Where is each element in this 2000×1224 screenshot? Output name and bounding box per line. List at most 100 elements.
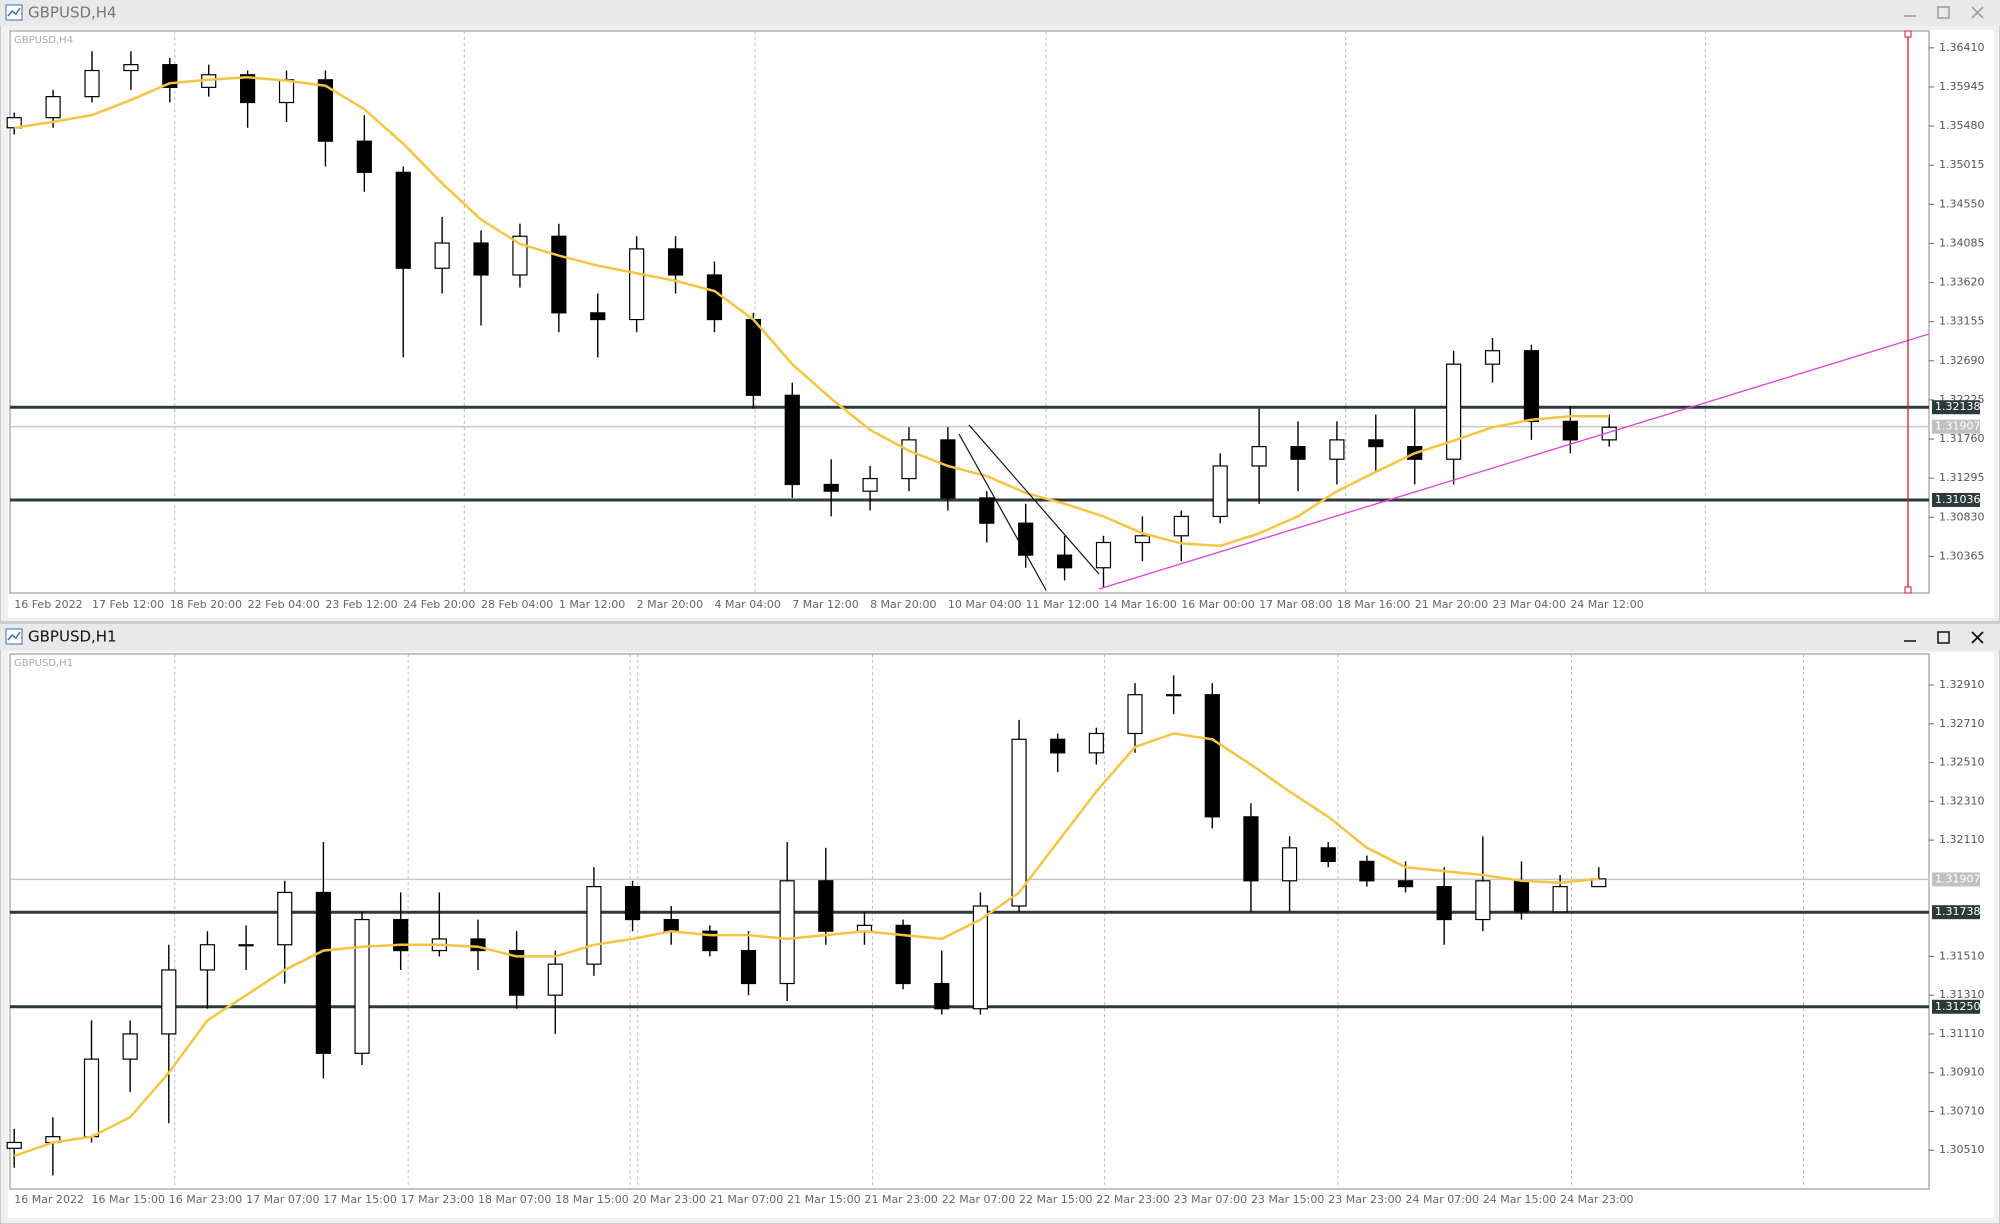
y-tick-label: 1.32310 (1939, 794, 1985, 807)
y-tick-label: 1.33620 (1939, 276, 1985, 289)
x-tick-label: 2 Mar 20:00 (637, 598, 703, 611)
candle-body (586, 886, 602, 965)
x-tick-label: 17 Mar 07:00 (246, 1193, 319, 1206)
candle-body (1281, 847, 1298, 882)
candle-body (393, 918, 409, 952)
candle-body (83, 1058, 100, 1138)
close-button[interactable] (1971, 6, 1984, 19)
candle-body (1601, 426, 1617, 441)
candle-body (395, 171, 411, 269)
candle-body (123, 64, 139, 72)
bid-label-box (1932, 419, 1980, 434)
candle-body (1290, 446, 1306, 460)
candle-body (901, 439, 917, 480)
x-tick-label: 23 Mar 07:00 (1174, 1193, 1247, 1206)
window-title: GBPUSD,H1 (28, 628, 117, 646)
y-tick-label: 1.32110 (1939, 833, 1985, 846)
x-tick-label: 24 Mar 12:00 (1570, 598, 1643, 611)
maximize-button[interactable] (1937, 631, 1950, 644)
x-tick-label: 22 Mar 15:00 (1019, 1193, 1092, 1206)
x-tick-label: 17 Mar 08:00 (1259, 598, 1332, 611)
x-tick-label: 21 Mar 07:00 (710, 1193, 783, 1206)
candle-body (624, 886, 641, 921)
x-tick-label: 21 Mar 20:00 (1415, 598, 1488, 611)
x-tick-label: 28 Feb 04:00 (481, 598, 553, 611)
candle-body (1397, 880, 1414, 888)
level-label: 1.32138 (1935, 400, 1981, 413)
candle-body (84, 69, 100, 98)
candle-body (547, 963, 563, 996)
x-tick-label: 22 Mar 23:00 (1096, 1193, 1169, 1206)
y-tick-label: 1.30710 (1939, 1104, 1985, 1117)
channel-line (968, 424, 1100, 575)
candle-body (940, 439, 956, 499)
maximize-button[interactable] (1937, 6, 1950, 19)
candle-body (934, 982, 950, 1010)
y-tick-label: 1.31510 (1939, 949, 1985, 962)
candle-body (745, 318, 761, 396)
trend-line (1098, 333, 1930, 590)
title-bar (0, 0, 2000, 26)
candle-body (1552, 886, 1568, 913)
y-tick-label: 1.32510 (1939, 756, 1985, 769)
x-tick-label: 24 Mar 07:00 (1406, 1193, 1479, 1206)
candle-body (1050, 738, 1066, 754)
y-tick-label: 1.30910 (1939, 1066, 1985, 1079)
candle-body (1166, 694, 1182, 697)
candle-body (45, 96, 61, 119)
x-tick-label: 18 Feb 20:00 (170, 598, 242, 611)
window-icon (7, 631, 21, 641)
x-tick-label: 18 Mar 16:00 (1337, 598, 1410, 611)
close-button[interactable] (1971, 631, 1984, 644)
x-tick-label: 11 Mar 12:00 (1026, 598, 1099, 611)
candle-body (1251, 446, 1267, 467)
candle-body (1127, 694, 1143, 735)
x-tick-label: 21 Mar 15:00 (787, 1193, 860, 1206)
level-label-box (1932, 999, 1980, 1014)
symbol-watermark: GBPUSD,H1 (14, 658, 73, 669)
channel-line (958, 433, 1047, 591)
bid-label-box (1932, 872, 1980, 887)
candle-body (278, 79, 295, 104)
candle-body (238, 944, 254, 947)
y-tick-label: 1.31310 (1939, 988, 1985, 1001)
x-tick-label: 16 Mar 15:00 (92, 1193, 165, 1206)
bid-label: 1.31907 (1935, 420, 1981, 433)
candle-body (473, 242, 489, 276)
candle-body (1088, 732, 1104, 754)
y-tick-label: 1.34550 (1939, 197, 1985, 210)
y-tick-label: 1.32710 (1939, 717, 1985, 730)
x-tick-label: 16 Mar 2022 (14, 1193, 84, 1206)
plot-area (9, 30, 1930, 594)
candle-body (1446, 363, 1462, 460)
candle-body (356, 140, 372, 173)
candle-body (277, 891, 293, 946)
vertical-line-handle (1904, 586, 1912, 594)
candle-body (862, 477, 878, 492)
candle-body (1562, 420, 1578, 441)
moving-average (13, 732, 1599, 1158)
candle-body (1484, 350, 1501, 365)
x-tick-label: 16 Mar 23:00 (169, 1193, 242, 1206)
y-tick-label: 1.36410 (1939, 41, 1985, 54)
x-tick-label: 18 Mar 07:00 (478, 1193, 551, 1206)
window-icon (7, 7, 21, 17)
window-title: GBPUSD,H4 (28, 4, 117, 22)
y-tick-label: 1.32690 (1939, 354, 1985, 367)
candle-body (1359, 860, 1375, 882)
candle-body (1011, 738, 1027, 907)
level-label-box (1932, 400, 1980, 415)
candle-body (1436, 886, 1452, 921)
candle-body (779, 880, 795, 985)
level-label-box (1932, 905, 1980, 920)
candle-body (1243, 816, 1259, 882)
x-tick-label: 16 Feb 2022 (14, 598, 82, 611)
candle-body (1173, 515, 1189, 537)
candle-body (1095, 541, 1112, 569)
candle-body (434, 242, 450, 269)
x-tick-label: 7 Mar 12:00 (792, 598, 858, 611)
x-tick-label: 23 Feb 12:00 (325, 598, 397, 611)
candle-body (315, 891, 331, 1054)
candle-body (317, 79, 334, 142)
